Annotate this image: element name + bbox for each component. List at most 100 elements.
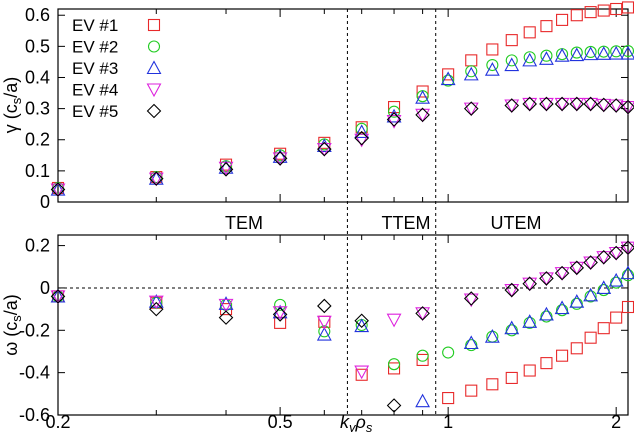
- gamma-point-ev4: [148, 172, 164, 187]
- gamma-point-ev2: [465, 65, 478, 78]
- gamma-point-ev4: [316, 143, 332, 157]
- y-tick-label: 0.5: [25, 36, 50, 56]
- gamma-point-ev1: [486, 43, 499, 56]
- omega-point-ev3: [596, 280, 612, 294]
- gamma-point-ev2: [597, 45, 610, 58]
- omega-point-ev5: [596, 249, 612, 265]
- omega-point-ev5: [415, 306, 430, 321]
- omega-point-ev4: [569, 261, 585, 276]
- omega-point-ev5: [149, 301, 164, 317]
- top-y-axis-label: γ (cs/a): [1, 77, 24, 134]
- omega-point-ev1: [355, 368, 368, 381]
- omega-point-ev5: [463, 291, 479, 306]
- omega-point-ev3: [484, 328, 500, 343]
- gamma-point-ev3: [608, 45, 624, 60]
- omega-point-ev2: [523, 316, 536, 329]
- gamma-point-ev4: [596, 98, 612, 113]
- gamma-point-ev3: [539, 51, 554, 65]
- omega-point-ev4: [386, 313, 402, 328]
- omega-point-ev1: [523, 364, 536, 377]
- omega-point-ev4: [415, 307, 431, 322]
- gamma-point-ev4: [539, 97, 554, 112]
- x-tick-label: 1: [443, 412, 453, 432]
- omega-point-ev5: [317, 298, 332, 314]
- omega-point-ev4: [272, 306, 288, 320]
- y-tick-label: 0.6: [25, 5, 50, 25]
- gamma-point-ev5: [415, 107, 430, 123]
- omega-point-ev2: [274, 298, 287, 311]
- omega-point-ev5: [539, 271, 554, 286]
- y-tick-label: 0: [40, 278, 50, 298]
- omega-point-ev2: [556, 304, 569, 317]
- gamma-point-ev1: [570, 9, 583, 22]
- omega-point-ev3: [316, 326, 332, 341]
- gamma-point-ev4: [522, 97, 538, 112]
- omega-point-ev3: [583, 287, 599, 302]
- gamma-point-ev4: [50, 183, 66, 198]
- gamma-point-ev5: [569, 96, 585, 112]
- omega-point-ev1: [556, 349, 569, 362]
- omega-point-ev3: [218, 296, 234, 310]
- omega-point-ev5: [620, 240, 634, 255]
- bottom-y-axis-label: ω (cs/a): [1, 294, 24, 356]
- omega-point-ev1: [597, 322, 610, 335]
- gamma-point-ev4: [569, 97, 585, 112]
- gamma-point-ev2: [388, 105, 401, 118]
- gamma-point-ev2: [523, 51, 536, 64]
- omega-point-ev2: [416, 349, 429, 362]
- gamma-point-ev3: [583, 46, 599, 61]
- omega-point-ev4: [218, 298, 234, 313]
- gamma-point-ev4: [463, 102, 479, 117]
- gamma-point-ev5: [272, 151, 288, 166]
- gamma-point-ev5: [149, 171, 164, 186]
- gamma-point-ev2: [486, 58, 499, 72]
- gamma-point-ev3: [272, 149, 288, 163]
- legend-label-ev5: EV #5: [72, 102, 118, 121]
- y-tick-label: -0.6: [19, 405, 50, 425]
- omega-point-ev4: [522, 277, 538, 292]
- y-tick-label: 0.1: [25, 161, 50, 181]
- gamma-point-ev1: [584, 6, 597, 19]
- omega-point-ev5: [554, 265, 570, 281]
- omega-point-ev5: [583, 255, 598, 270]
- gamma-point-ev4: [504, 99, 520, 114]
- gamma-point-ev2: [570, 46, 583, 59]
- gamma-point-ev5: [386, 112, 402, 127]
- y-tick-label: 0.2: [25, 236, 50, 256]
- omega-point-ev5: [218, 310, 234, 325]
- omega-point-ev4: [608, 246, 624, 261]
- gamma-point-ev5: [218, 162, 234, 177]
- tick-labels: 0 0.1 0.2 0.3 0.4 0.5 0.6 -0.6 -0.4 -0.2 0 0.2 0.2 0.…: [19, 5, 621, 432]
- gamma-point-ev3: [440, 71, 456, 86]
- region-label-utem: UTEM: [491, 213, 542, 233]
- omega-point-ev4: [148, 295, 164, 310]
- omega-point-ev5: [386, 398, 402, 413]
- gamma-point-ev3: [484, 62, 500, 76]
- gamma-point-ev3: [569, 47, 585, 62]
- omega-point-ev5: [504, 282, 520, 298]
- gamma-point-ev4: [272, 152, 288, 167]
- gamma-point-ev2: [442, 74, 455, 87]
- omega-point-ev1: [610, 311, 623, 324]
- gamma-point-ev4: [554, 97, 570, 112]
- legend-marker-ev2: [147, 40, 161, 53]
- omega-point-ev2: [610, 276, 623, 289]
- omega-point-ev3: [522, 314, 538, 328]
- gamma-point-ev3: [415, 90, 431, 104]
- gamma-point-ev5: [317, 141, 332, 157]
- omega-point-ev3: [569, 294, 585, 308]
- x-tick-label: 2: [611, 412, 621, 432]
- legend-label-ev1: EV #1: [72, 16, 118, 35]
- omega-point-ev5: [272, 307, 288, 322]
- gamma-point-ev5: [463, 101, 479, 116]
- omega-point-ev4: [620, 241, 634, 256]
- omega-point-ev2: [584, 290, 597, 303]
- gamma-point-ev5: [608, 98, 624, 113]
- gamma-point-ev1: [540, 20, 553, 33]
- omega-point-ev3: [415, 393, 431, 408]
- gamma-point-ev4: [583, 97, 599, 112]
- omega-point-ev4: [354, 365, 370, 380]
- legend-label-ev4: EV #4: [72, 81, 118, 100]
- gamma-point-ev4: [620, 101, 634, 115]
